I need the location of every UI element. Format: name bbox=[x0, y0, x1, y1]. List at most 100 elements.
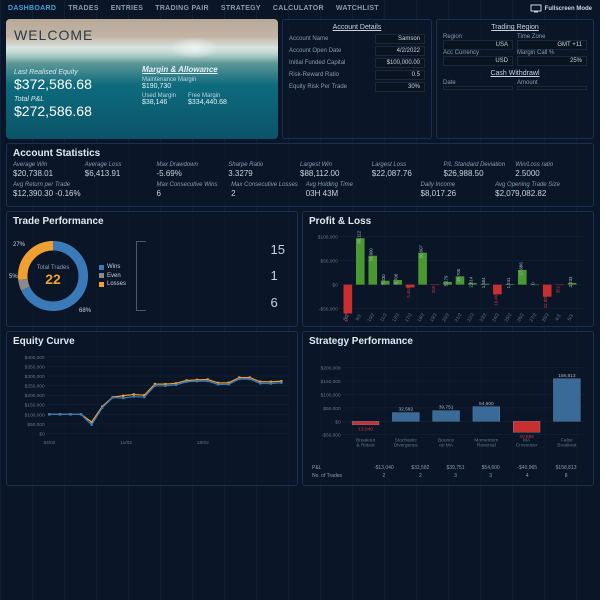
account-details-panel: Account Details Account NameSamsonAccoun… bbox=[282, 19, 432, 139]
trade-perf-title: Trade Performance bbox=[13, 216, 291, 227]
stat-value: $8,017.26 bbox=[421, 189, 496, 198]
stat-value: $12,390.30 -0.16% bbox=[13, 189, 157, 198]
svg-text:19/2: 19/2 bbox=[429, 312, 439, 322]
svg-text:-$50,000: -$50,000 bbox=[319, 307, 338, 313]
stat-label: Largest Loss bbox=[372, 162, 444, 168]
stat-label: Avg Holding Time bbox=[306, 182, 421, 188]
stat-value: 3.3279 bbox=[228, 169, 300, 178]
stat-value: 6 bbox=[157, 189, 232, 198]
account-statistics-panel: Account Statistics Average Win$20,738.01… bbox=[6, 143, 594, 207]
region-value: USA bbox=[443, 40, 513, 50]
svg-text:20/2: 20/2 bbox=[441, 312, 451, 322]
svg-text:9/2: 9/2 bbox=[355, 313, 364, 322]
svg-text:54,800: 54,800 bbox=[369, 248, 374, 262]
svg-text:158,813: 158,813 bbox=[558, 373, 576, 379]
svg-text:11/2: 11/2 bbox=[379, 312, 389, 322]
svg-text:32,582: 32,582 bbox=[399, 407, 414, 413]
stat-label: Win/Loss ratio bbox=[515, 162, 587, 168]
margin-allowance-title: Margin & Allowance bbox=[142, 65, 270, 74]
strategy-performance-panel: Strategy Performance $200,000 $150,000 $10… bbox=[302, 331, 594, 486]
strategy-table: P&L-$13,040$32,582$39,751$54,600-$40,965… bbox=[309, 463, 587, 481]
amount-value[interactable] bbox=[517, 86, 587, 90]
tpl-value: $272,586.68 bbox=[14, 103, 142, 119]
svg-text:11/02: 11/02 bbox=[120, 440, 132, 446]
svg-text:Breakout: Breakout bbox=[557, 442, 577, 448]
pnl-chart: $100,000$50,000$0-$50,00054,67588,11254,… bbox=[309, 230, 587, 322]
pnl-title: Profit & Loss bbox=[309, 216, 587, 227]
nav-watchlist[interactable]: WATCHLIST bbox=[336, 5, 379, 12]
nav-trades[interactable]: TRADES bbox=[68, 5, 99, 12]
svg-text:1,241: 1,241 bbox=[506, 277, 511, 288]
nav-calculator[interactable]: CALCULATOR bbox=[273, 5, 324, 12]
svg-text:18/02: 18/02 bbox=[197, 440, 209, 446]
svg-text:1,604: 1,604 bbox=[481, 277, 486, 288]
date-value[interactable] bbox=[443, 86, 513, 90]
nav-trading-pair[interactable]: TRADING PAIR bbox=[155, 5, 209, 12]
wins-count: 15 bbox=[271, 242, 285, 257]
svg-text:2,814: 2,814 bbox=[468, 276, 473, 287]
svg-text:7,430: 7,430 bbox=[381, 274, 386, 285]
tpl-label: Total P&L bbox=[14, 96, 142, 103]
svg-text:$100,000: $100,000 bbox=[318, 235, 338, 241]
stats-title: Account Statistics bbox=[13, 148, 587, 159]
top-nav: DASHBOARD TRADES ENTRIES TRADING PAIR ST… bbox=[0, 0, 600, 17]
svg-text:$200,000: $200,000 bbox=[25, 393, 45, 399]
svg-text:$50,000: $50,000 bbox=[27, 422, 45, 428]
welcome-title: WELCOME bbox=[14, 27, 270, 43]
stat-value: $2,079,082.82 bbox=[495, 189, 570, 198]
stat-value: 2.5000 bbox=[515, 169, 587, 178]
stat-value: 2 bbox=[231, 189, 306, 198]
stat-label: P/L Standard Deviation bbox=[444, 162, 516, 168]
detail-label: Account Name bbox=[289, 36, 328, 42]
detail-value: 30% bbox=[375, 82, 425, 92]
total-trades-value: 22 bbox=[37, 271, 70, 287]
nav-entries[interactable]: ENTRIES bbox=[111, 5, 143, 12]
svg-text:24/2: 24/2 bbox=[491, 312, 501, 322]
svg-text:27,886: 27,886 bbox=[518, 262, 523, 276]
svg-text:$400,000: $400,000 bbox=[25, 355, 45, 361]
trade-performance-panel: Trade Performance Total Trades22 68% 5% … bbox=[6, 211, 298, 327]
detail-label: Risk-Reward Ratio bbox=[289, 72, 339, 78]
svg-text:$300,000: $300,000 bbox=[25, 374, 45, 380]
svg-text:21/2: 21/2 bbox=[454, 312, 464, 322]
nav-strategy[interactable]: STRATEGY bbox=[221, 5, 261, 12]
svg-text:$150,000: $150,000 bbox=[321, 379, 341, 385]
stat-label: Max Consecutive Losses bbox=[231, 182, 306, 188]
svg-text:13,040: 13,040 bbox=[358, 427, 373, 433]
svg-text:& Retest: & Retest bbox=[356, 442, 375, 448]
svg-text:5,463: 5,463 bbox=[406, 286, 411, 297]
stat-value: $20,738.01 bbox=[13, 169, 85, 178]
svg-text:12/2: 12/2 bbox=[391, 312, 401, 322]
strategy-title: Strategy Performance bbox=[309, 336, 587, 347]
svg-text:205: 205 bbox=[431, 285, 436, 293]
svg-text:Divergence: Divergence bbox=[394, 442, 419, 448]
cash-withdrawl-title: Cash Withdrawl bbox=[443, 70, 587, 77]
svg-text:$0: $0 bbox=[335, 419, 341, 425]
svg-text:Reversal: Reversal bbox=[477, 442, 496, 448]
svg-text:27/2: 27/2 bbox=[528, 312, 538, 322]
svg-text:54,600: 54,600 bbox=[479, 401, 494, 407]
stat-value: $26,988.50 bbox=[444, 169, 516, 178]
svg-text:$200,000: $200,000 bbox=[321, 366, 341, 372]
pnl-panel: Profit & Loss $100,000$50,000$0-$50,0005… bbox=[302, 211, 594, 327]
svg-text:$350,000: $350,000 bbox=[25, 364, 45, 370]
stat-label: Avg Return per Trade bbox=[13, 182, 157, 188]
svg-text:39,751: 39,751 bbox=[439, 405, 454, 411]
stat-label: Average Loss bbox=[85, 162, 157, 168]
fullscreen-label: Fullscreen Mode bbox=[545, 6, 592, 12]
svg-text:351: 351 bbox=[556, 285, 561, 293]
even-pct: 5% bbox=[9, 274, 18, 280]
svg-text:23/2: 23/2 bbox=[479, 312, 489, 322]
detail-label: Account Open Date bbox=[289, 48, 341, 54]
svg-text:17/2: 17/2 bbox=[404, 312, 414, 322]
nav-dashboard[interactable]: DASHBOARD bbox=[8, 5, 56, 12]
svg-text:3,233: 3,233 bbox=[568, 276, 573, 287]
svg-text:88,112: 88,112 bbox=[356, 230, 361, 243]
svg-text:$150,000: $150,000 bbox=[25, 403, 45, 409]
svg-text:$100,000: $100,000 bbox=[321, 392, 341, 398]
fullscreen-toggle[interactable]: Fullscreen Mode bbox=[530, 4, 592, 13]
svg-text:on MA: on MA bbox=[439, 442, 454, 448]
svg-text:Crossover: Crossover bbox=[516, 442, 538, 448]
svg-text:5/3: 5/3 bbox=[567, 313, 576, 322]
svg-text:18,465: 18,465 bbox=[493, 292, 498, 306]
